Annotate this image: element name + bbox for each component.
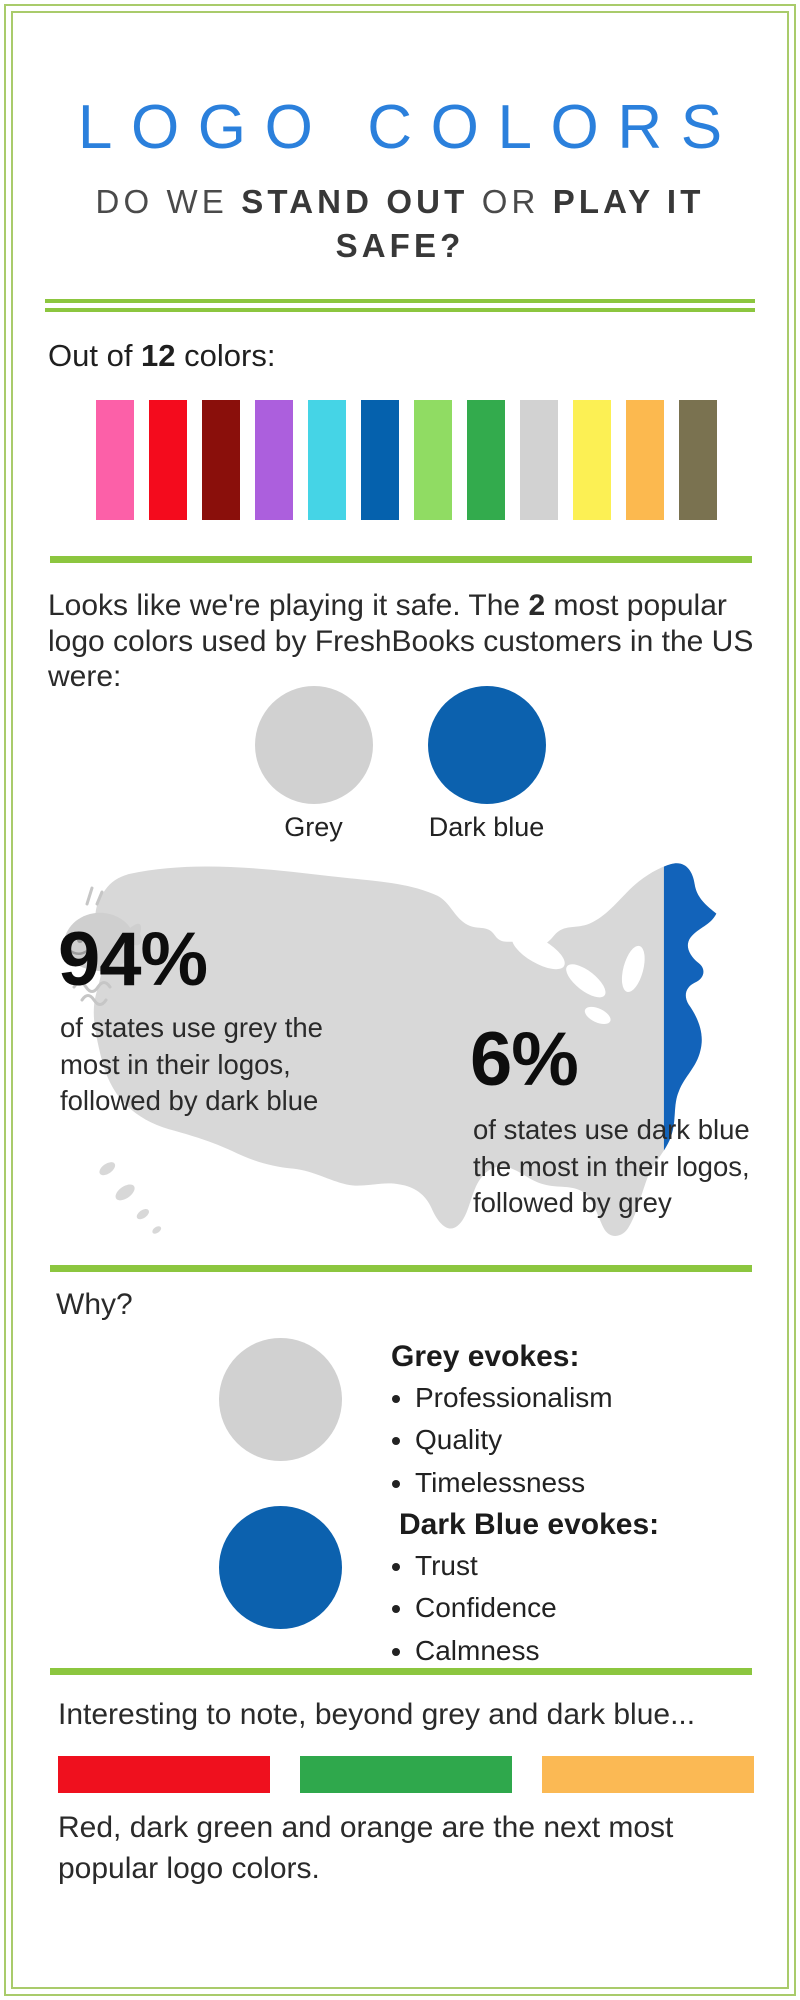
light-green-swatch <box>414 400 452 520</box>
dark-blue-evokes-row: Dark Blue evokes: Trust Confidence Calmn… <box>219 1506 721 1675</box>
text-segment: Looks like we're playing it safe. The <box>48 589 529 622</box>
olive-swatch <box>679 400 717 520</box>
dark-blue-evokes-circle <box>219 1506 342 1629</box>
islands <box>99 1162 162 1234</box>
dark-blue-circle-label: Dark blue <box>428 812 545 842</box>
footer-bars-row <box>58 1756 754 1793</box>
dark-red-swatch <box>202 400 240 520</box>
red-swatch <box>149 400 187 520</box>
us-map-blue-region <box>663 863 717 1151</box>
dark-blue-circle <box>427 686 546 804</box>
section-divider-1 <box>50 556 752 563</box>
stat-blue-value: 6% <box>470 1017 579 1102</box>
page-title: LOGO COLORS <box>77 93 741 162</box>
orange-swatch <box>626 400 664 520</box>
red-swatch <box>58 1756 270 1793</box>
text-segment: Out of <box>48 338 142 373</box>
grey-circle <box>254 686 373 804</box>
section-divider-3 <box>50 1668 752 1675</box>
list-item: Quality <box>415 1422 721 1458</box>
grey-evokes-text: Grey evokes: Professionalism Quality Tim… <box>391 1340 721 1507</box>
stat-grey-value: 94% <box>58 917 208 1002</box>
palette-intro: Out of 12 colors: <box>48 338 275 374</box>
grey-evokes-row: Grey evokes: Professionalism Quality Tim… <box>219 1338 721 1507</box>
text-segment: colors: <box>175 338 276 373</box>
footer-intro: Interesting to note, beyond grey and dar… <box>58 1698 696 1731</box>
yellow-swatch <box>573 400 611 520</box>
cyan-swatch <box>308 400 346 520</box>
purple-swatch <box>255 400 293 520</box>
text-segment: PLAY IT SAFE? <box>335 183 705 264</box>
grey-evokes-list: Professionalism Quality Timelessness <box>391 1380 721 1501</box>
great-lakes <box>512 933 645 1024</box>
dark-blue-evokes-heading: Dark Blue evokes: <box>399 1508 660 1541</box>
text-segment: 2 <box>528 589 546 622</box>
stat-grey-desc: of states use grey the most in their log… <box>60 1012 323 1117</box>
popular-circles: Grey Dark blue <box>0 686 800 843</box>
grey-swatch <box>520 400 558 520</box>
why-heading: Why? <box>56 1288 133 1321</box>
green-swatch <box>467 400 505 520</box>
list-item: Calmness <box>415 1633 721 1669</box>
whale-icon <box>63 886 142 1006</box>
list-item: Confidence <box>415 1590 721 1626</box>
popular-colors-text: Looks like we're playing it safe. The 2 … <box>48 588 763 695</box>
pink-swatch <box>96 400 134 520</box>
stat-blue-desc: of states use dark blue the most in thei… <box>473 1114 750 1219</box>
text-segment: STAND OUT <box>241 183 469 220</box>
us-map-section: 94% of states use grey the most in their… <box>0 850 800 1262</box>
list-item: Timelessness <box>415 1465 721 1501</box>
text-segment: 12 <box>141 338 176 373</box>
text-segment: most popular logo colors used by FreshBo… <box>48 589 754 694</box>
popular-circle-dark-blue: Dark blue <box>427 686 546 843</box>
list-item: Professionalism <box>415 1380 721 1416</box>
dark-green-swatch <box>300 1756 512 1793</box>
double-divider <box>45 299 755 312</box>
us-map <box>93 863 717 1236</box>
text-segment: DO WE <box>95 183 242 220</box>
color-swatch-row <box>96 400 717 520</box>
section-divider-2 <box>50 1265 752 1272</box>
footer-note: Red, dark green and orange are the next … <box>58 1811 674 1885</box>
popular-circle-grey: Grey <box>254 686 373 843</box>
dark-blue-swatch <box>361 400 399 520</box>
orange-swatch <box>542 1756 754 1793</box>
grey-evokes-circle <box>219 1338 342 1461</box>
dark-blue-evokes-list: Trust Confidence Calmness <box>391 1548 721 1669</box>
grey-evokes-heading: Grey evokes: <box>391 1340 580 1373</box>
dark-blue-evokes-text: Dark Blue evokes: Trust Confidence Calmn… <box>391 1508 721 1675</box>
list-item: Trust <box>415 1548 721 1584</box>
text-segment: OR <box>468 183 553 220</box>
page-subtitle: DO WE STAND OUT OR PLAY IT SAFE? <box>70 180 730 267</box>
grey-circle-label: Grey <box>284 812 343 842</box>
